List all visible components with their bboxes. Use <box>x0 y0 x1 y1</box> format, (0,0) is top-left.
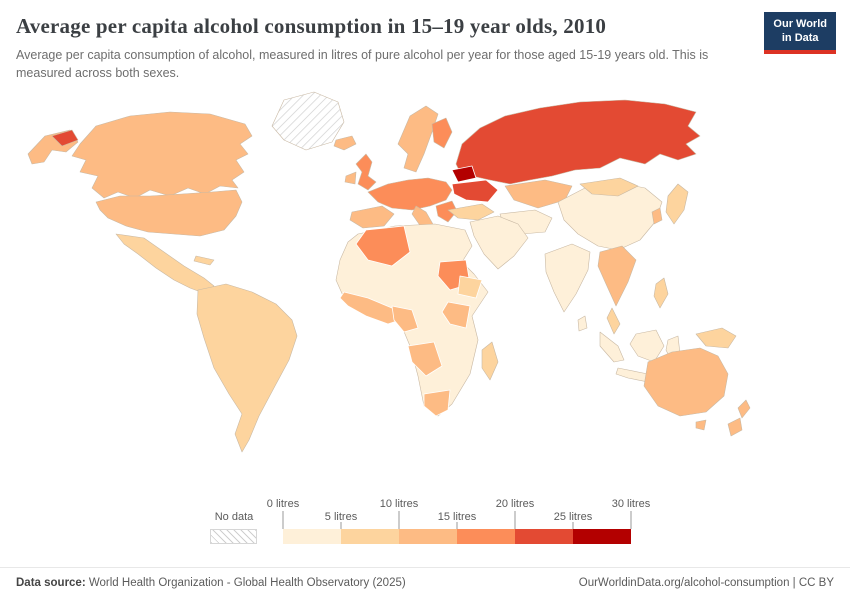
region-scandinavia[interactable] <box>397 105 439 173</box>
legend-tick-10: 10 litres <box>379 498 419 511</box>
legend-swatch-15-20[interactable] <box>457 529 515 545</box>
legend-swatch-25-30[interactable] <box>573 529 631 545</box>
legend-tick-20: 20 litres <box>495 498 535 511</box>
legend-tickmark <box>630 511 632 530</box>
legend-tick-25: 25 litres <box>553 511 593 524</box>
region-ukraine[interactable] <box>451 179 499 203</box>
data-source-label: Data source: <box>16 577 86 589</box>
region-mongolia[interactable] <box>579 177 639 197</box>
region-angola[interactable] <box>407 341 443 377</box>
region-tasmania[interactable] <box>695 419 707 431</box>
page-title: Average per capita alcohol consumption i… <box>16 14 607 38</box>
region-algeria[interactable] <box>355 225 411 267</box>
owid-link[interactable]: OurWorldinData.org/alcohol-consumption |… <box>578 577 834 589</box>
owid-logo[interactable]: Our World in Data <box>764 12 836 54</box>
region-madagascar[interactable] <box>481 341 499 381</box>
legend-swatch-0-5[interactable] <box>283 529 341 545</box>
world-map-container <box>0 84 850 494</box>
region-indochina[interactable] <box>597 245 637 307</box>
legend-swatch-5-10[interactable] <box>341 529 399 545</box>
region-cuba[interactable] <box>193 255 215 266</box>
region-new-guinea[interactable] <box>695 327 737 349</box>
region-south-africa[interactable] <box>423 389 451 417</box>
legend-no-data-swatch[interactable] <box>210 529 257 545</box>
world-map <box>27 91 751 453</box>
region-korea[interactable] <box>651 207 663 225</box>
legend-tickmark <box>514 511 516 530</box>
region-russia-chukotka[interactable] <box>51 129 79 147</box>
region-europe-central[interactable] <box>367 177 453 211</box>
region-south-america[interactable] <box>196 283 298 453</box>
legend-tick-30: 30 litres <box>611 498 651 511</box>
legend-tick-5: 5 litres <box>324 511 358 524</box>
region-new-zealand-south[interactable] <box>727 417 743 437</box>
data-source: Data source: World Health Organization -… <box>16 577 406 589</box>
data-source-text: World Health Organization - Global Healt… <box>85 577 406 589</box>
region-finland[interactable] <box>431 117 453 149</box>
region-ireland[interactable] <box>344 171 357 185</box>
legend-tick-0: 0 litres <box>266 498 300 511</box>
region-canada[interactable] <box>71 111 253 199</box>
owid-logo-line1: Our World <box>773 18 827 30</box>
region-mexico[interactable] <box>115 233 215 295</box>
region-west-africa[interactable] <box>339 291 401 325</box>
region-malay-peninsula[interactable] <box>606 307 621 335</box>
region-nigeria[interactable] <box>391 305 419 333</box>
region-belarus[interactable] <box>451 165 477 183</box>
legend-swatch-20-25[interactable] <box>515 529 573 545</box>
legend-tickmark <box>572 522 574 530</box>
legend-tick-15: 15 litres <box>437 511 477 524</box>
chart-header: Average per capita alcohol consumption i… <box>0 0 850 82</box>
region-usa[interactable] <box>95 189 243 237</box>
region-new-zealand-north[interactable] <box>737 399 751 419</box>
region-india[interactable] <box>544 243 591 313</box>
map-legend: No data 0 litres 5 litres 10 litres 15 l… <box>200 498 670 545</box>
legend-tickmark <box>456 522 458 530</box>
region-middle-east[interactable] <box>469 215 529 270</box>
region-australia[interactable] <box>643 347 729 417</box>
region-turkey[interactable] <box>447 203 495 221</box>
region-russia[interactable] <box>455 99 701 185</box>
chart-footer: Data source: World Health Organization -… <box>0 567 850 600</box>
region-japan[interactable] <box>665 183 689 225</box>
region-sumatra[interactable] <box>599 331 625 363</box>
legend-tickmark <box>340 522 342 530</box>
chart-subtitle: Average per capita consumption of alcoho… <box>16 48 709 81</box>
region-iceland[interactable] <box>333 135 357 151</box>
legend-tickmark <box>282 511 284 530</box>
region-philippines[interactable] <box>653 277 669 309</box>
region-sri-lanka[interactable] <box>577 315 588 332</box>
region-east-africa[interactable] <box>441 301 471 329</box>
legend-swatch-10-15[interactable] <box>399 529 457 545</box>
owid-logo-line2: in Data <box>781 32 819 45</box>
region-greenland[interactable] <box>271 91 345 151</box>
region-uk[interactable] <box>355 153 377 191</box>
region-ethiopia[interactable] <box>457 275 483 299</box>
legend-color-bar <box>283 529 631 545</box>
legend-no-data-label: No data <box>214 511 254 524</box>
region-balkans[interactable] <box>435 200 458 223</box>
region-iberia[interactable] <box>349 205 395 229</box>
legend-tickmark <box>398 511 400 530</box>
